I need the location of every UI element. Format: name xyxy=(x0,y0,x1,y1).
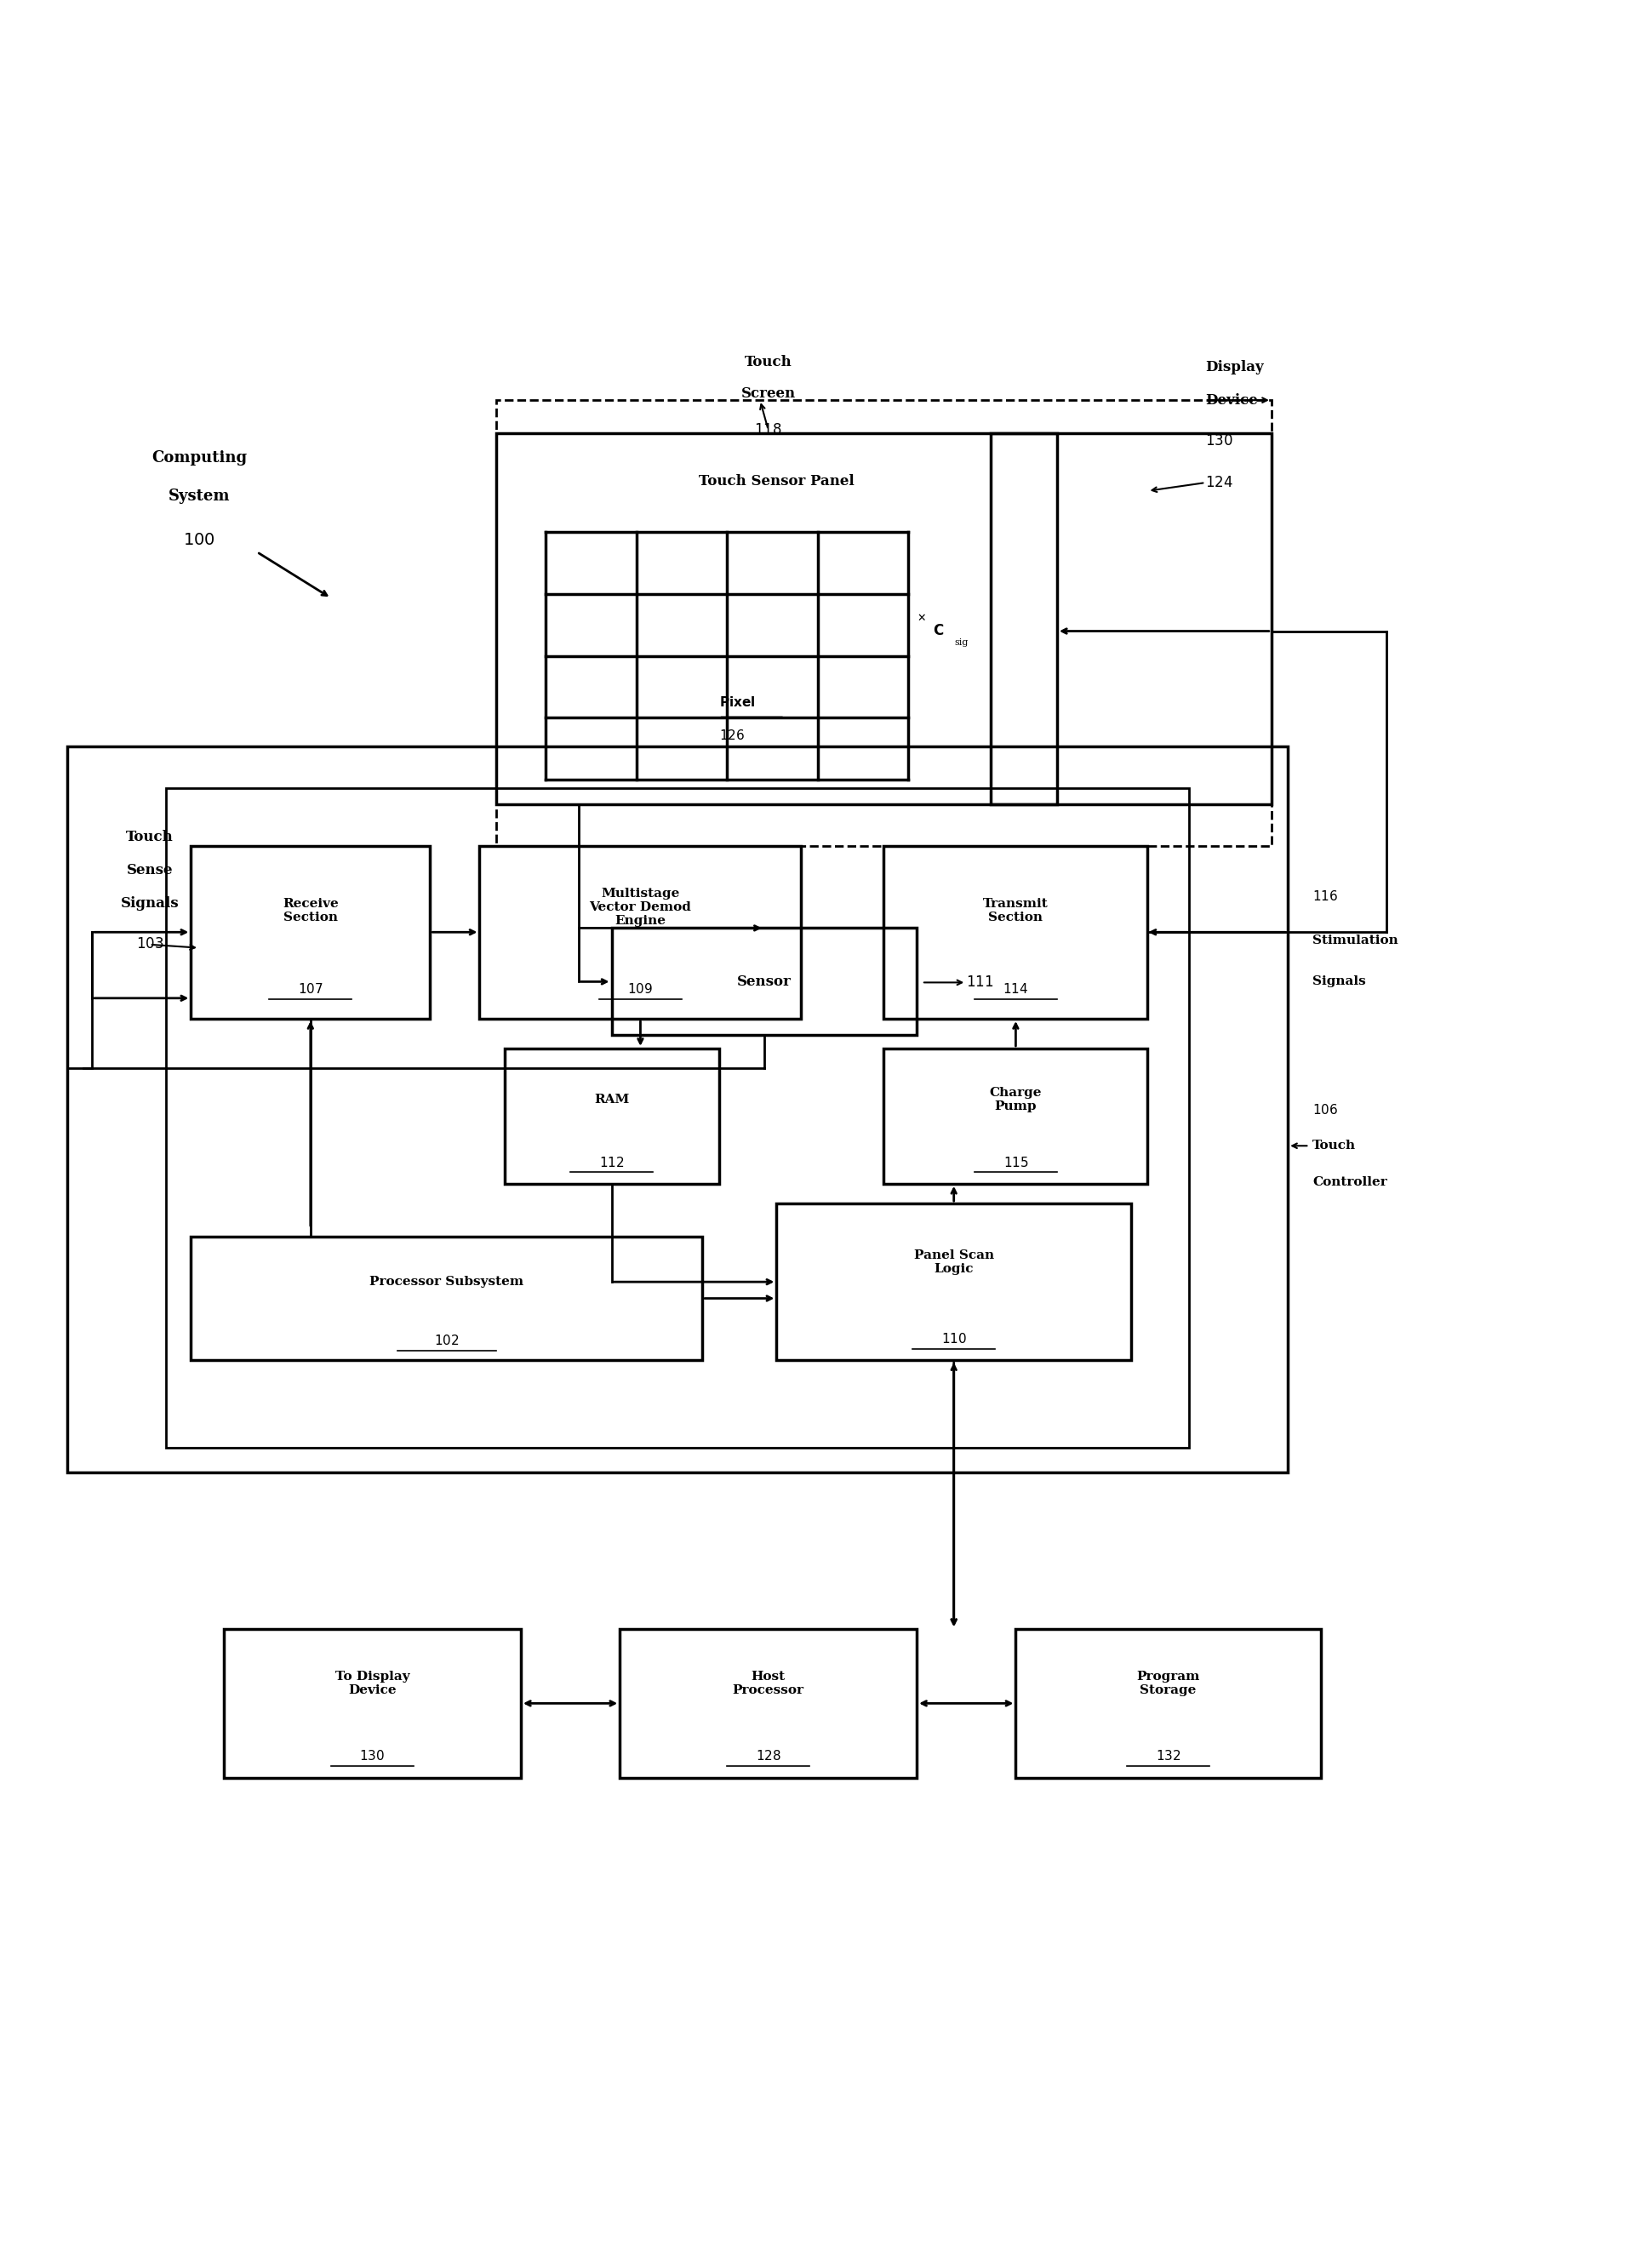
Text: Controller: Controller xyxy=(1313,1176,1388,1189)
Text: $\mathbf{Pixel}$: $\mathbf{Pixel}$ xyxy=(719,696,755,709)
Text: Touch: Touch xyxy=(1313,1140,1356,1151)
Bar xyxy=(225,1628,520,1777)
Text: Sense: Sense xyxy=(127,863,173,878)
Text: $\mathit{118}$: $\mathit{118}$ xyxy=(755,423,781,437)
Text: Signals: Signals xyxy=(121,896,178,910)
Text: Multistage
Vector Demod
Engine: Multistage Vector Demod Engine xyxy=(590,887,692,928)
Text: Processor Subsystem: Processor Subsystem xyxy=(370,1277,524,1288)
Text: Program
Storage: Program Storage xyxy=(1137,1671,1199,1696)
Text: $\mathit{116}$: $\mathit{116}$ xyxy=(1313,890,1338,903)
Text: sig: sig xyxy=(955,637,968,646)
Bar xyxy=(991,432,1272,804)
Text: $\mathit{114}$: $\mathit{114}$ xyxy=(1003,982,1029,995)
Text: Sensor: Sensor xyxy=(737,975,791,989)
Bar xyxy=(479,844,801,1018)
Bar xyxy=(192,1236,702,1360)
Bar xyxy=(1016,1628,1322,1777)
Text: $\mathit{130}$: $\mathit{130}$ xyxy=(360,1750,385,1763)
Text: $\mathit{115}$: $\mathit{115}$ xyxy=(1003,1155,1028,1169)
Text: System: System xyxy=(169,489,230,504)
Text: $\mathit{109}$: $\mathit{109}$ xyxy=(628,982,653,995)
Text: $\mathit{132}$: $\mathit{132}$ xyxy=(1156,1750,1181,1763)
Bar xyxy=(68,748,1289,1473)
Text: Receive
Section: Receive Section xyxy=(282,899,339,923)
Text: $\mathit{112}$: $\mathit{112}$ xyxy=(600,1155,624,1169)
Text: $\mathbf{C}$: $\mathbf{C}$ xyxy=(933,624,945,637)
Text: Transmit
Section: Transmit Section xyxy=(983,899,1049,923)
Bar xyxy=(884,1049,1148,1185)
Text: Charge
Pump: Charge Pump xyxy=(990,1088,1042,1112)
Text: $\mathit{107}$: $\mathit{107}$ xyxy=(297,982,324,995)
Text: Device: Device xyxy=(1206,392,1257,408)
Text: Touch: Touch xyxy=(126,831,173,844)
Text: Touch Sensor Panel: Touch Sensor Panel xyxy=(699,475,854,489)
Text: $\mathit{106}$: $\mathit{106}$ xyxy=(1313,1103,1338,1117)
Text: RAM: RAM xyxy=(595,1094,629,1106)
Bar xyxy=(167,788,1189,1448)
Text: Stimulation: Stimulation xyxy=(1313,935,1398,946)
Text: Host
Processor: Host Processor xyxy=(732,1671,805,1696)
Text: $\mathit{128}$: $\mathit{128}$ xyxy=(755,1750,781,1763)
Text: Touch: Touch xyxy=(745,356,791,369)
Bar xyxy=(611,928,917,1036)
Bar xyxy=(884,844,1148,1018)
Bar xyxy=(504,1049,719,1185)
Text: Computing: Computing xyxy=(152,450,246,466)
Text: To Display
Device: To Display Device xyxy=(335,1671,410,1696)
Text: Signals: Signals xyxy=(1313,975,1366,989)
Text: Screen: Screen xyxy=(742,387,796,401)
Text: $\mathit{124}$: $\mathit{124}$ xyxy=(1206,475,1234,491)
Text: ✕: ✕ xyxy=(917,613,927,624)
Text: $\mathit{126}$: $\mathit{126}$ xyxy=(719,727,745,741)
Text: Display: Display xyxy=(1206,360,1264,374)
Text: $\mathit{110}$: $\mathit{110}$ xyxy=(942,1331,966,1347)
Bar xyxy=(620,1628,917,1777)
Text: $\mathbf{\mathit{100}}$: $\mathbf{\mathit{100}}$ xyxy=(183,534,215,547)
Text: $\mathit{102}$: $\mathit{102}$ xyxy=(434,1333,459,1347)
Text: $\mathit{130}$: $\mathit{130}$ xyxy=(1206,435,1232,448)
Bar xyxy=(776,1203,1132,1360)
Text: $\mathit{103}$: $\mathit{103}$ xyxy=(135,937,164,953)
Text: Panel Scan
Logic: Panel Scan Logic xyxy=(914,1250,995,1275)
Text: $\mathit{111}$: $\mathit{111}$ xyxy=(966,975,995,989)
Bar xyxy=(192,844,430,1018)
Bar xyxy=(496,401,1272,844)
Bar xyxy=(496,432,1057,804)
